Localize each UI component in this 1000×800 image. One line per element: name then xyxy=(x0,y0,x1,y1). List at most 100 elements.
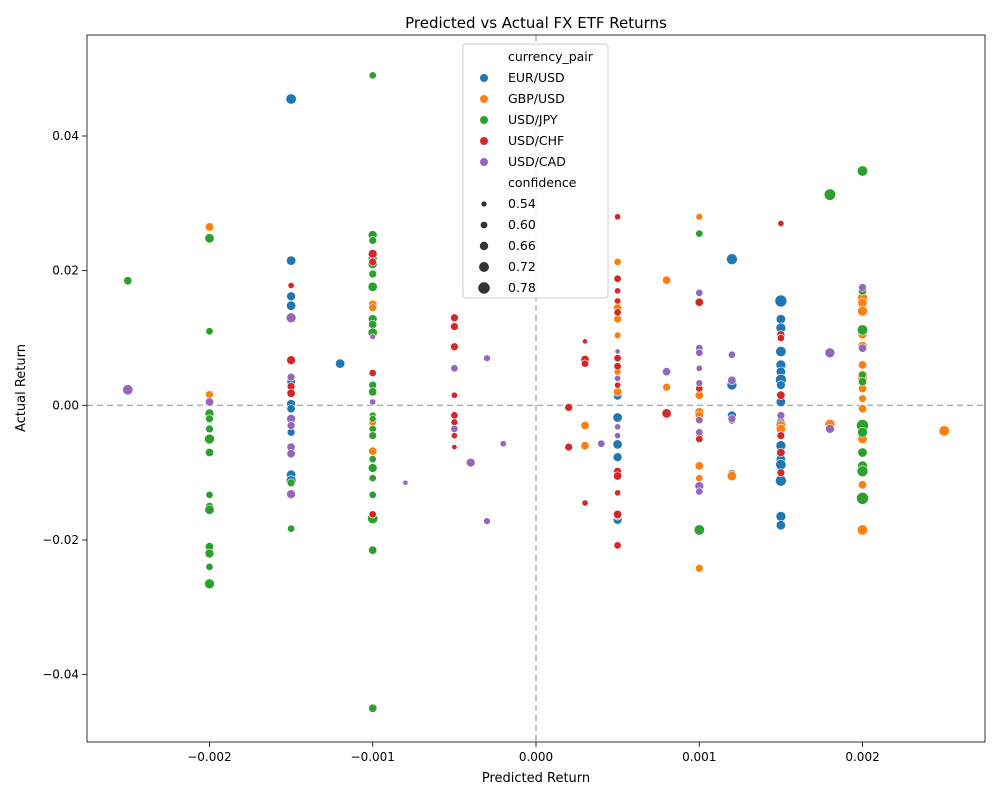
point-usd-cad-10 xyxy=(369,398,377,406)
point-usd-cad-40 xyxy=(857,343,867,353)
legend-size-label: 0.54 xyxy=(508,196,536,211)
point-usd-cad-0 xyxy=(122,384,134,396)
point-usd-cad-1 xyxy=(205,397,215,407)
point-usd-cad-24 xyxy=(695,288,704,297)
x-tick-label: 0.001 xyxy=(682,750,716,764)
point-usd-chf-21 xyxy=(581,499,589,507)
point-usd-chf-16 xyxy=(564,403,573,412)
point-usd-chf-17 xyxy=(564,442,573,452)
point-eur-usd-34 xyxy=(775,511,787,522)
point-usd-cad-3 xyxy=(286,372,296,382)
legend-size-marker xyxy=(479,241,489,251)
point-usd-chf-13 xyxy=(450,418,459,426)
legend-marker-gbp-usd xyxy=(480,95,488,103)
data-points xyxy=(122,71,950,713)
x-axis-label: Predicted Return xyxy=(482,771,590,786)
point-eur-usd-13 xyxy=(612,439,623,450)
point-eur-usd-35 xyxy=(775,520,786,531)
point-usd-chf-27 xyxy=(613,354,622,363)
y-tick-label: −0.02 xyxy=(42,533,79,547)
reference-lines xyxy=(87,35,985,742)
point-gbp-usd-39 xyxy=(858,394,867,403)
point-gbp-usd-26 xyxy=(726,470,737,482)
point-usd-chf-10 xyxy=(450,342,459,352)
legend-label-usd-cad: USD/CAD xyxy=(508,154,566,169)
y-tick-label: 0.04 xyxy=(52,129,79,143)
point-usd-chf-7 xyxy=(368,510,377,519)
point-usd-jpy-12 xyxy=(204,548,215,559)
point-usd-chf-24 xyxy=(614,287,622,295)
legend-size-title: confidence xyxy=(508,175,577,190)
point-usd-chf-40 xyxy=(777,220,785,227)
point-usd-jpy-41 xyxy=(695,229,704,238)
point-usd-cad-5 xyxy=(286,421,296,430)
point-usd-chf-5 xyxy=(368,257,377,267)
point-usd-jpy-7 xyxy=(205,447,215,457)
legend-size-marker xyxy=(481,201,487,207)
point-usd-chf-9 xyxy=(450,322,459,331)
point-usd-jpy-39 xyxy=(368,545,378,555)
point-eur-usd-21 xyxy=(775,314,786,325)
x-axis-ticks: −0.002 −0.001 0.000 0.001 0.002 xyxy=(187,742,880,764)
point-usd-chf-18 xyxy=(582,338,588,345)
point-usd-jpy-13 xyxy=(205,562,214,571)
point-usd-chf-26 xyxy=(613,308,622,317)
point-usd-cad-29 xyxy=(695,416,704,425)
point-usd-chf-15 xyxy=(451,444,458,451)
point-usd-jpy-0 xyxy=(123,276,133,286)
point-usd-cad-13 xyxy=(450,424,459,433)
point-usd-jpy-24 xyxy=(367,281,378,292)
point-gbp-usd-3 xyxy=(368,303,377,312)
point-usd-chf-14 xyxy=(450,432,458,440)
point-eur-usd-0 xyxy=(285,93,297,105)
point-usd-jpy-54 xyxy=(856,491,869,505)
point-usd-jpy-44 xyxy=(856,165,869,177)
point-usd-jpy-33 xyxy=(368,431,377,440)
point-usd-cad-27 xyxy=(695,364,703,372)
point-usd-cad-19 xyxy=(614,348,621,355)
point-usd-chf-12 xyxy=(450,411,459,420)
point-eur-usd-12 xyxy=(612,412,623,423)
point-eur-usd-3 xyxy=(286,300,297,311)
point-eur-usd-27 xyxy=(776,380,786,390)
point-usd-chf-1 xyxy=(286,355,296,365)
point-usd-chf-11 xyxy=(450,391,458,399)
point-usd-chf-3 xyxy=(286,388,296,398)
point-usd-chf-43 xyxy=(776,390,786,400)
point-usd-chf-34 xyxy=(613,541,622,550)
point-usd-cad-39 xyxy=(858,283,867,292)
point-usd-cad-14 xyxy=(465,457,476,468)
point-usd-cad-12 xyxy=(450,364,459,373)
legend-size-marker xyxy=(479,262,489,272)
x-tick-label: 0.000 xyxy=(519,750,553,764)
point-usd-jpy-1 xyxy=(204,233,215,244)
point-usd-cad-28 xyxy=(695,379,704,387)
point-usd-jpy-26 xyxy=(368,319,378,329)
point-usd-jpy-20 xyxy=(368,236,377,245)
point-gbp-usd-16 xyxy=(662,275,672,285)
point-usd-chf-31 xyxy=(613,471,623,481)
legend-label-eur-usd: EUR/USD xyxy=(508,70,565,85)
point-usd-cad-38 xyxy=(825,424,835,434)
y-tick-label: 0.00 xyxy=(52,398,79,412)
point-usd-cad-9 xyxy=(369,333,376,340)
point-usd-cad-15 xyxy=(483,354,491,362)
y-axis-ticks: −0.04 −0.02 0.00 0.02 0.04 xyxy=(42,129,87,682)
point-usd-chf-46 xyxy=(776,468,786,477)
point-usd-jpy-37 xyxy=(368,490,377,499)
point-gbp-usd-35 xyxy=(857,360,867,370)
point-usd-chf-32 xyxy=(614,489,622,497)
point-eur-usd-1 xyxy=(286,255,297,266)
point-usd-chf-33 xyxy=(613,509,623,519)
point-usd-chf-8 xyxy=(450,313,459,323)
point-gbp-usd-44 xyxy=(856,524,869,536)
point-usd-jpy-16 xyxy=(286,478,296,488)
point-usd-cad-33 xyxy=(727,350,736,359)
legend-size-label: 0.72 xyxy=(508,259,536,274)
point-usd-jpy-6 xyxy=(204,433,215,445)
legend-box xyxy=(462,43,609,299)
point-usd-chf-38 xyxy=(695,435,704,443)
point-usd-cad-35 xyxy=(727,414,737,424)
legend-size-label: 0.60 xyxy=(508,217,536,232)
